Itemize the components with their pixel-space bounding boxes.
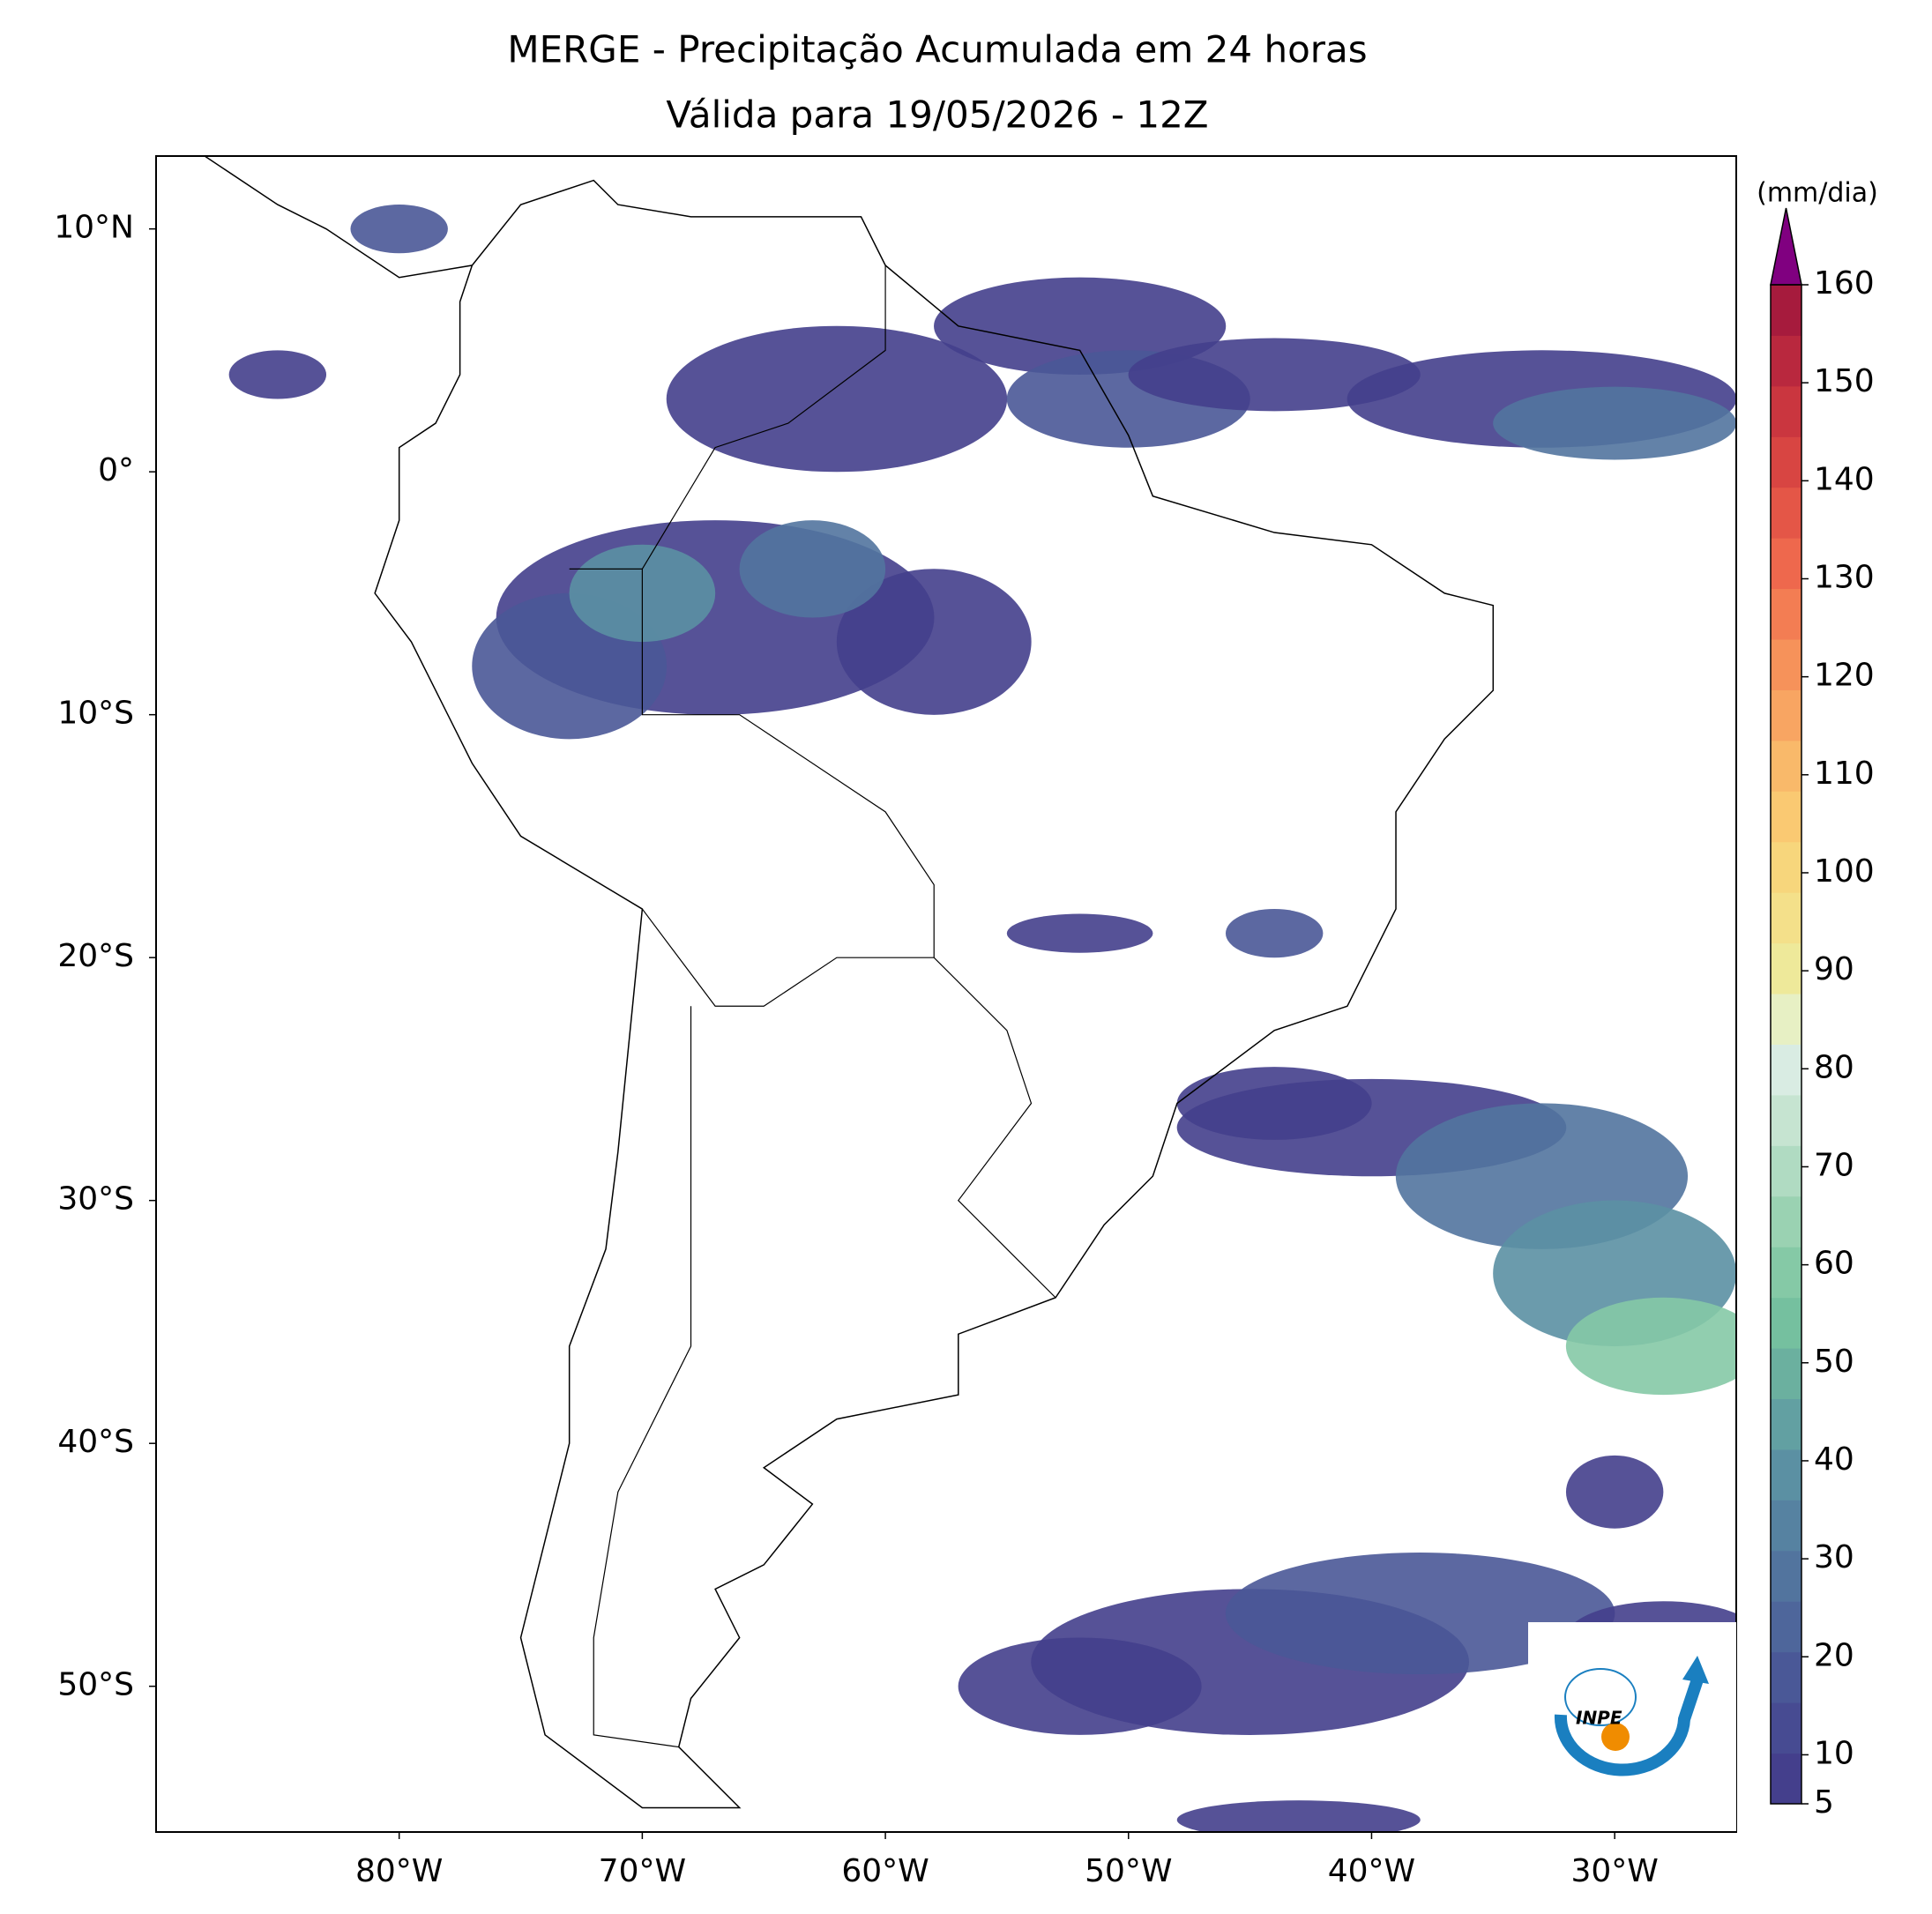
- colorbar-segment: [1771, 1145, 1801, 1197]
- x-tick-label: 40°W: [1328, 1853, 1415, 1889]
- logo: INPE: [1528, 1622, 1736, 1831]
- colorbar-segment: [1771, 994, 1801, 1045]
- colorbar-segment: [1771, 1753, 1801, 1805]
- colorbar-segment: [1771, 285, 1801, 336]
- colorbar-segment: [1771, 1651, 1801, 1703]
- colorbar-segment: [1771, 791, 1801, 843]
- colorbar-tick-label: 100: [1814, 853, 1875, 890]
- colorbar-tick-label: 150: [1814, 363, 1875, 399]
- precip-area: [836, 569, 1032, 715]
- colorbar-segment: [1771, 1398, 1801, 1450]
- logo-text: INPE: [1576, 1708, 1622, 1729]
- colorbar-segment: [1771, 1449, 1801, 1501]
- border: [641, 264, 886, 570]
- y-tick-label: 0°: [98, 452, 134, 488]
- colorbar-segment: [1771, 1094, 1801, 1146]
- map-content: [204, 156, 1736, 1832]
- precip-area: [228, 350, 327, 399]
- colorbar-tick-label: 60: [1814, 1246, 1854, 1282]
- colorbar-segment: [1771, 335, 1801, 387]
- precip-area: [1225, 1553, 1615, 1675]
- y-tick-label: 20°S: [57, 938, 134, 974]
- y-tick-label: 50°S: [57, 1667, 134, 1703]
- precip-area: [1006, 913, 1153, 953]
- colorbar-tick-label: 140: [1814, 461, 1875, 497]
- colorbar-segment: [1771, 538, 1801, 590]
- x-tick-label: 50°W: [1085, 1853, 1172, 1889]
- precip-area: [934, 277, 1227, 376]
- colorbar-segment: [1771, 1297, 1801, 1349]
- colorbar-frame: [1770, 284, 1802, 1805]
- subtitle: Válida para 19/05/2026 - 12Z: [666, 93, 1208, 137]
- colorbar-tick-label: 50: [1814, 1344, 1854, 1380]
- precip-area: [1176, 1800, 1421, 1832]
- colorbar-segment: [1771, 436, 1801, 488]
- x-tick-label: 30°W: [1570, 1853, 1658, 1889]
- precip-area: [1565, 1297, 1736, 1396]
- colorbar-segment: [1771, 588, 1801, 640]
- colorbar-tick-label: 70: [1814, 1147, 1854, 1183]
- colorbar-segment: [1771, 1348, 1801, 1400]
- colorbar-tick-label: 120: [1814, 658, 1875, 694]
- logo-arrow: [1682, 1656, 1709, 1684]
- precip-area: [739, 520, 886, 618]
- colorbar-segment: [1771, 841, 1801, 893]
- colorbar-tick-label: 20: [1814, 1637, 1854, 1673]
- colorbar-segment: [1771, 1500, 1801, 1552]
- colorbar-tick-label: 130: [1814, 559, 1875, 595]
- precip-area: [1565, 1455, 1664, 1529]
- colorbar-tick-label: 30: [1814, 1539, 1854, 1575]
- colorbar: (mm/dia) 5 10 20 30 40 50 60 70 80 90 100 110 120 130 1…: [1757, 178, 1878, 1821]
- colorbar-segment: [1771, 1247, 1801, 1299]
- coastline: [204, 156, 1495, 1809]
- colorbar-tick-label: 40: [1814, 1441, 1854, 1478]
- colorbar-tick-label: 160: [1814, 265, 1875, 302]
- colorbar-segment: [1771, 740, 1801, 792]
- colorbar-segment: [1771, 1044, 1801, 1096]
- map-frame: [155, 155, 1737, 1833]
- colorbar-tick-label: 90: [1814, 951, 1854, 987]
- colorbar-segment: [1771, 1702, 1801, 1754]
- map: 80°W 70°W 60°W 50°W 40°W 30°W 10°N 0° 10°S 20°S 30…: [54, 155, 1737, 1889]
- precip-area: [1493, 386, 1736, 460]
- precip-area: [350, 205, 448, 254]
- colorbar-segment: [1771, 1601, 1801, 1653]
- x-tick-label: 70°W: [599, 1853, 686, 1889]
- colorbar-segment: [1771, 892, 1801, 944]
- precip-area: [1225, 909, 1324, 958]
- colorbar-tick-label: 110: [1814, 756, 1875, 792]
- precip-area: [1128, 338, 1421, 412]
- y-tick-label: 30°S: [57, 1181, 134, 1218]
- colorbar-segment: [1771, 385, 1801, 437]
- colorbar-segment: [1771, 689, 1801, 741]
- x-tick-label: 60°W: [841, 1853, 929, 1889]
- colorbar-segment: [1771, 1195, 1801, 1247]
- title: MERGE - Precipitação Acumulada em 24 hor…: [507, 28, 1367, 71]
- x-tick-label: 80°W: [355, 1853, 443, 1889]
- colorbar-segment: [1771, 1550, 1801, 1602]
- colorbar-segment: [1771, 942, 1801, 994]
- colorbar-tick-label: 10: [1814, 1735, 1854, 1771]
- logo-swoosh: [1554, 1677, 1704, 1776]
- y-tick-label: 40°S: [57, 1424, 134, 1460]
- logo-sun: [1601, 1723, 1630, 1751]
- colorbar-label: (mm/dia): [1757, 178, 1878, 209]
- y-tick-label: 10°N: [54, 210, 134, 246]
- colorbar-tick-label: 5: [1814, 1784, 1834, 1821]
- colorbar-tick-label: 80: [1814, 1049, 1854, 1085]
- colorbar-segment: [1771, 487, 1801, 539]
- colorbar-segment: [1771, 639, 1801, 690]
- border: [593, 1006, 692, 1748]
- y-tick-label: 10°S: [57, 696, 134, 732]
- logo-orbit: [1564, 1668, 1637, 1726]
- precip-area: [1176, 1067, 1372, 1140]
- precip-area: [958, 1637, 1202, 1735]
